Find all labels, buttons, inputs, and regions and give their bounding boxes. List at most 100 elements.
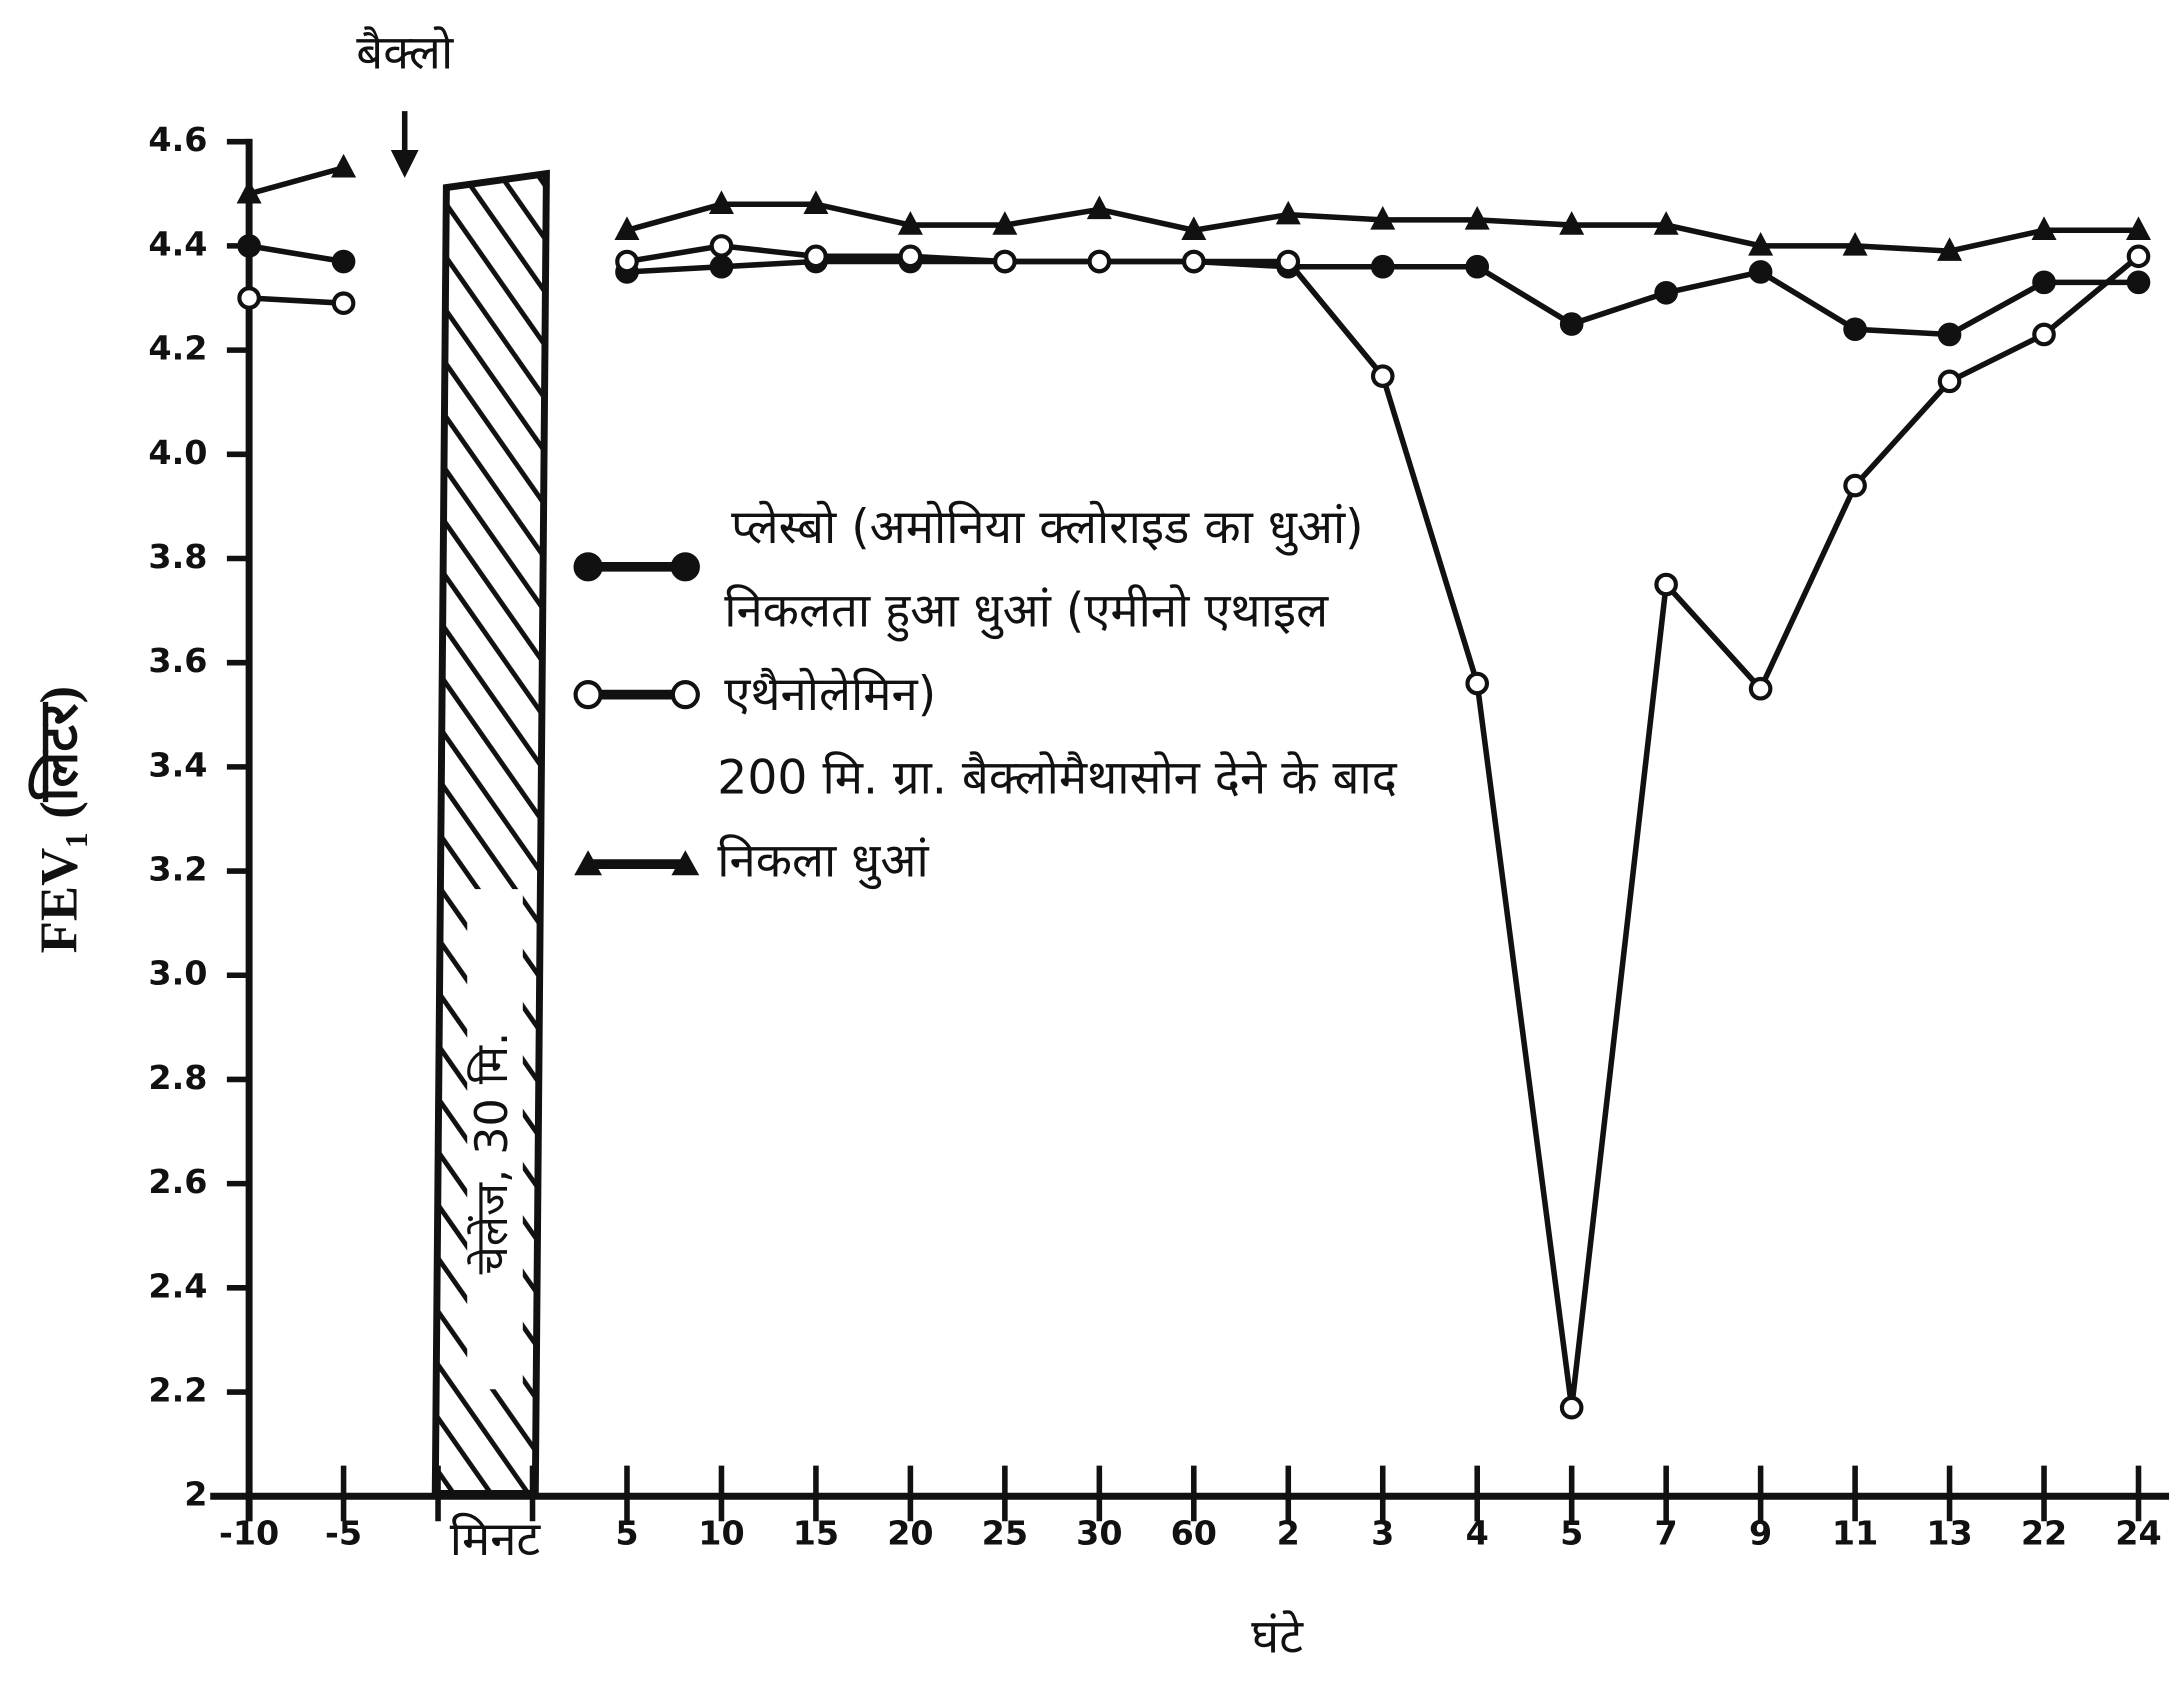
x-tick-label: 4	[1466, 1514, 1489, 1553]
marker	[2031, 216, 2057, 240]
marker	[1465, 254, 1490, 279]
x-tick-label: 5	[615, 1514, 638, 1553]
challenge-label: चेलेंज, 30 मि.	[467, 1032, 518, 1274]
marker	[898, 244, 923, 269]
marker	[1086, 195, 1112, 220]
x-tick-label: 20	[887, 1514, 933, 1553]
marker	[709, 234, 734, 258]
marker	[1464, 205, 1490, 230]
y-tick-label: 3.8	[148, 537, 207, 576]
marker	[2032, 270, 2056, 295]
y-tick-label: 2.6	[148, 1162, 207, 1201]
marker	[1181, 249, 1206, 274]
marker	[331, 291, 356, 316]
x-tick-label: 30	[1076, 1514, 1122, 1553]
marker	[1748, 260, 1773, 284]
marker	[1937, 322, 1962, 347]
x-tick-label: 2	[1277, 1514, 1300, 1553]
y-tick-label: 3.0	[148, 954, 207, 993]
marker	[992, 211, 1018, 235]
marker	[331, 153, 357, 178]
marker	[1370, 254, 1395, 279]
y-tick-label: 4.2	[148, 329, 207, 368]
minutes-label: मिनट	[450, 1512, 542, 1567]
y-tick-label: 4.4	[148, 224, 207, 263]
x-axis-label: घंटे	[1251, 1609, 1304, 1664]
marker	[897, 211, 923, 235]
marker	[2126, 244, 2151, 269]
marker	[1465, 671, 1490, 696]
legend-marker	[573, 680, 603, 710]
legend-box: प्लेस्बो (अमोनिया क्लोराइड का धुआं) निकल…	[717, 486, 1412, 903]
x-tick-label: 15	[793, 1514, 839, 1553]
marker	[1559, 1395, 1584, 1420]
legend-marker	[573, 552, 603, 582]
x-tick-label: -5	[325, 1514, 362, 1553]
x-tick-label: 24	[2115, 1514, 2161, 1553]
marker	[1370, 364, 1395, 388]
marker	[2126, 270, 2151, 295]
marker	[331, 249, 356, 274]
marker	[1370, 205, 1396, 230]
legend-entry: निकलता हुआ धुआं (एमीनो एथाइल एथैनोलेमिन)	[724, 583, 1329, 723]
marker	[708, 190, 734, 214]
y-tick-label: 4.0	[148, 433, 207, 472]
marker	[2032, 322, 2056, 347]
x-tick-label: 5	[1560, 1514, 1583, 1553]
marker	[1654, 572, 1678, 597]
legend: प्लेस्बो (अमोनिया क्लोराइड का धुआं) निकल…	[717, 486, 1412, 903]
y-tick-label: 3.2	[148, 850, 207, 889]
legend-entry: प्लेस्बो (अमोनिया क्लोराइड का धुआं)	[731, 500, 1364, 556]
marker	[1748, 676, 1773, 701]
annotation-arrowhead	[390, 150, 419, 178]
legend-marker	[670, 552, 700, 582]
marker	[709, 254, 734, 279]
x-tick-label: 60	[1171, 1514, 1217, 1553]
legend-entry: 200 मि. ग्रा. बैक्लोमैथासोन देने के बाद …	[717, 750, 1397, 890]
x-tick-label: 22	[2021, 1514, 2067, 1553]
y-tick-label: 3.6	[148, 641, 207, 680]
x-tick-label: 9	[1749, 1514, 1772, 1553]
y-tick-label: 4.6	[148, 120, 207, 159]
x-tick-label: 13	[1926, 1514, 1972, 1553]
marker	[1181, 216, 1207, 240]
marker	[1937, 369, 1962, 394]
marker	[1559, 211, 1585, 235]
marker	[1843, 317, 1867, 342]
marker	[237, 286, 261, 310]
marker	[1087, 249, 1112, 274]
marker	[1937, 237, 1963, 261]
y-tick-label: 2.4	[148, 1266, 207, 1305]
x-tick-label: 11	[1832, 1514, 1878, 1553]
marker	[1276, 249, 1301, 274]
y-axis-label: FEV₁ (लिटर)	[27, 686, 88, 953]
y-tick-label: 3.4	[148, 745, 207, 784]
marker	[1653, 211, 1679, 235]
y-tick-label: 2.8	[148, 1058, 207, 1097]
marker	[1748, 232, 1774, 256]
x-tick-label: 3	[1371, 1514, 1394, 1553]
marker	[2125, 216, 2152, 240]
x-tick-label: 10	[698, 1514, 744, 1553]
marker	[1275, 200, 1301, 225]
legend-marker	[574, 850, 602, 876]
marker	[236, 179, 262, 204]
marker	[614, 216, 640, 240]
x-tick-label: 25	[982, 1514, 1028, 1553]
marker	[803, 190, 829, 214]
y-tick-label: 2.2	[148, 1371, 207, 1410]
marker	[1559, 312, 1584, 336]
y-tick-label: 2	[184, 1475, 207, 1514]
marker	[804, 244, 828, 269]
x-tick-label: 7	[1655, 1514, 1678, 1553]
x-tick-label: -10	[219, 1514, 279, 1553]
marker	[615, 249, 639, 274]
annotation: बैक्लो	[356, 26, 454, 81]
marker	[237, 234, 261, 258]
marker	[1842, 232, 1868, 256]
marker	[1654, 280, 1678, 305]
legend-marker	[670, 680, 700, 710]
band-label-bg	[467, 889, 523, 1390]
